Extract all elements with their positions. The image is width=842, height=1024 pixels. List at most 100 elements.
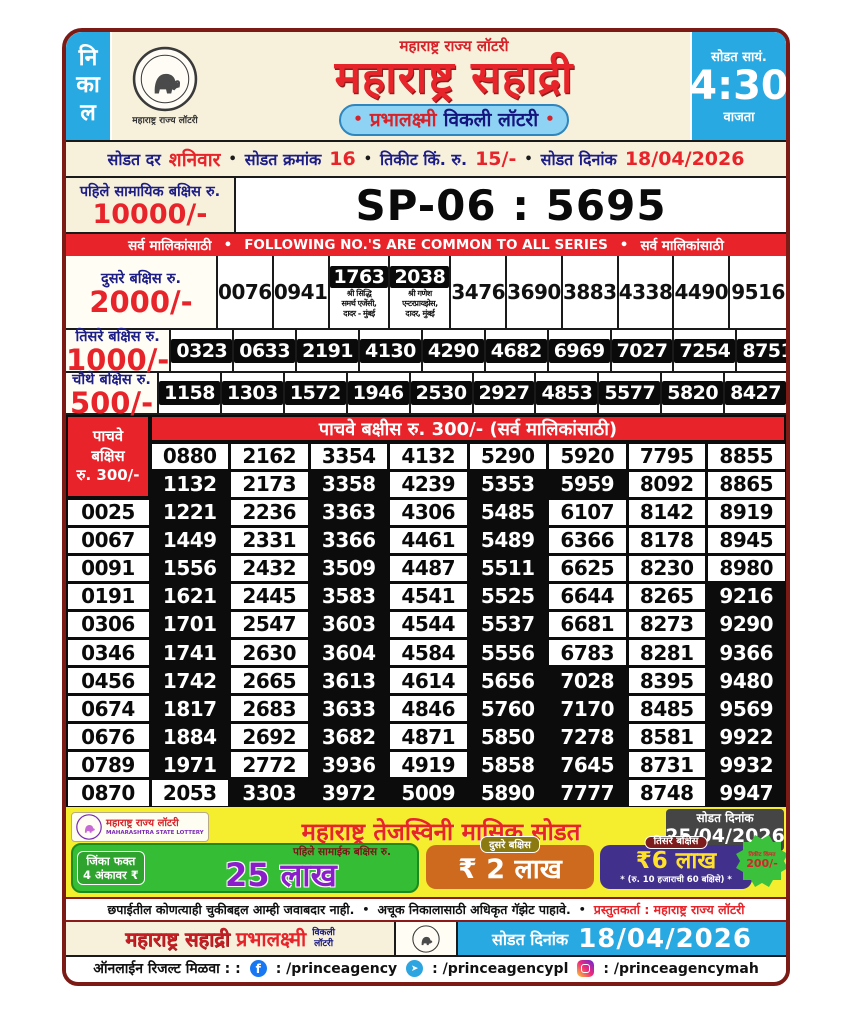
state-lottery-emblem-icon — [132, 46, 198, 112]
monthly-third-tab: तिसरे बक्षिस — [644, 836, 708, 849]
nikal-letter: ल — [80, 99, 96, 126]
winning-number: 7254 — [674, 338, 736, 363]
common-series-banner: सर्व मालिकांसाठी • FOLLOWING NO.'S ARE C… — [66, 234, 786, 256]
monthly-win-tab: जिंका फक्त 4 अंकावर ₹ — [77, 850, 145, 886]
third-prize-number-cell: 8751 — [737, 330, 786, 371]
fifth-prize-number: 0674 — [67, 696, 149, 722]
winning-number: 8427 — [725, 381, 786, 405]
telegram-handle[interactable]: : /princeagencypl — [432, 960, 569, 977]
day-label: सोडत दर — [107, 150, 161, 169]
third-prize-number-cell: 6969 — [548, 330, 612, 371]
fifth-prize-number: 2547 — [231, 611, 308, 638]
fifth-prize-number: 1741 — [151, 640, 228, 666]
fifth-prize-number: 5537 — [469, 611, 546, 638]
fifth-prize-number: 1556 — [151, 555, 228, 581]
fifth-prize-side-label: पाचवे बक्षिस रु. 300/- — [68, 417, 148, 497]
winning-number: 0076 — [218, 280, 272, 304]
draw-number: 16 — [329, 148, 356, 170]
instagram-handle[interactable]: : /princeagencymah — [603, 960, 759, 977]
gazette-note: अचूक निकालासाठी अधिकृत गॅझेट पाहावे. — [377, 902, 571, 917]
facebook-handle[interactable]: : /princeagency — [275, 960, 398, 977]
fourth-prize-number-cell: 4853 — [536, 373, 600, 413]
footer-date: 18/04/2026 — [578, 923, 752, 954]
footer-brand2: प्रभालक्ष्मी — [235, 927, 307, 951]
fifth-prize-number: 3303 — [231, 780, 308, 806]
bullet: • — [363, 151, 373, 167]
fourth-prize-number-cell: 5577 — [599, 373, 663, 413]
fifth-prize-number: 3354 — [310, 443, 387, 469]
ticket-price: 15/- — [475, 148, 517, 170]
fifth-prize-number: 0025 — [67, 499, 149, 525]
winning-number: 2530 — [410, 381, 472, 405]
fifth-prize-number: 9922 — [708, 724, 785, 750]
bullet: • — [223, 237, 233, 253]
monthly-third-prize-box: तिसरे बक्षिस ₹6 लाख * (रु. 10 हजाराची 60… — [600, 836, 752, 889]
winning-number: 4130 — [360, 338, 421, 363]
fifth-prize-number: 3936 — [310, 752, 387, 778]
fifth-prize-number: 8395 — [628, 668, 705, 694]
first-prize-label-cell: पहिले सामायिक बक्षिस रु. 10000/- — [66, 178, 236, 232]
winning-number: 5820 — [662, 381, 724, 405]
fifth-prize-number: 2630 — [231, 640, 308, 666]
winning-number: 5577 — [599, 381, 661, 405]
fourth-prize-amount: 500/- — [69, 385, 154, 420]
selling-agent-name: श्री गणेश एन्टरप्रायझेस, दादर, मुंबई — [402, 288, 438, 318]
fifth-prize-number: 4461 — [390, 527, 467, 553]
fifth-prize-number: 1971 — [151, 752, 228, 778]
fifth-prize-number: 2236 — [231, 499, 308, 525]
fifth-prize-number: 2173 — [231, 471, 308, 497]
fifth-prize-number: 1701 — [151, 611, 228, 638]
third-prize-numbers: 0323 0633 2191 4130 4290 4682 6969 7027 7254 8751 — [171, 330, 786, 371]
common-series-right: सर्व मालिकांसाठी — [640, 238, 724, 254]
fifth-prize-number: 2331 — [231, 527, 308, 553]
fifth-prize-number: 3358 — [310, 471, 387, 497]
fifth-prize-number: 7170 — [549, 696, 626, 722]
fifth-prize-number: 5920 — [549, 443, 626, 469]
winning-number: 8751 — [737, 338, 786, 363]
fifth-prize-number: 4132 — [390, 443, 467, 469]
second-prize-number-cell: 4490 — [674, 256, 731, 328]
fifth-prize-number: 5489 — [469, 527, 546, 553]
fourth-prize-label: चौथे बक्षिस रु. — [72, 371, 151, 388]
draw-number-label: सोडत क्रमांक — [244, 150, 322, 169]
second-prize-number-cell: 0076 — [218, 256, 274, 328]
fourth-prize-number-cell: 1303 — [221, 373, 285, 413]
fifth-prize-number: 7645 — [549, 752, 626, 778]
footer-row: महाराष्ट्र सहाद्री प्रभालक्ष्मी विकली लॉ… — [66, 922, 786, 957]
fifth-prize-number: 5760 — [469, 696, 546, 722]
fifth-prize-number: 2665 — [231, 668, 308, 694]
fifth-prize-number: 0789 — [67, 752, 149, 778]
state-lottery-emblem-icon — [412, 924, 440, 953]
fifth-prize-number: 3583 — [310, 583, 387, 609]
monthly-date-label: सोडत दिनांक — [696, 811, 754, 826]
fifth-prize-number: 6366 — [549, 527, 626, 553]
fifth-prize-number: 3366 — [310, 527, 387, 553]
winning-number: 3883 — [562, 280, 617, 304]
lottery-result-sheet: नि का ल महाराष्ट्र राज्य लॉटरी महाराष्ट्… — [62, 28, 790, 986]
winning-number: 0323 — [171, 338, 233, 363]
fifth-prize-number: 8281 — [628, 640, 705, 666]
fifth-prize-number: 9290 — [708, 611, 785, 638]
fifth-prize-number: 5009 — [390, 780, 467, 806]
fourth-prize-label-cell: चौथे बक्षिस रु. 500/- — [66, 372, 160, 417]
fifth-prize-number: 8178 — [628, 527, 705, 553]
fifth-prize-number: 4614 — [390, 668, 467, 694]
fifth-prize-number: 4306 — [390, 499, 467, 525]
winning-number: 9516 — [731, 280, 785, 304]
third-prize-number-cell: 4682 — [485, 330, 549, 371]
winning-number: 1303 — [221, 381, 283, 405]
fifth-prize-number: 1817 — [151, 696, 228, 722]
ticket-price-starburst: तिकीट किंमत 200/- — [734, 833, 786, 889]
bullet: • — [619, 237, 629, 253]
fifth-prize-number: 6783 — [549, 640, 626, 666]
fifth-prize-number: 5485 — [469, 499, 546, 525]
fifth-prize-number: 0676 — [67, 724, 149, 750]
fifth-prize-number: 4919 — [390, 752, 467, 778]
instagram-icon[interactable] — [577, 960, 595, 977]
third-prize-number-cell: 7027 — [611, 330, 675, 371]
fifth-prize-number: 5353 — [469, 471, 546, 497]
facebook-icon[interactable]: f — [249, 960, 267, 977]
telegram-icon[interactable]: ➤ — [406, 960, 424, 977]
first-prize-winning-number: SP-06 : 5695 — [355, 180, 667, 230]
fifth-prize-number: 8265 — [628, 583, 705, 609]
